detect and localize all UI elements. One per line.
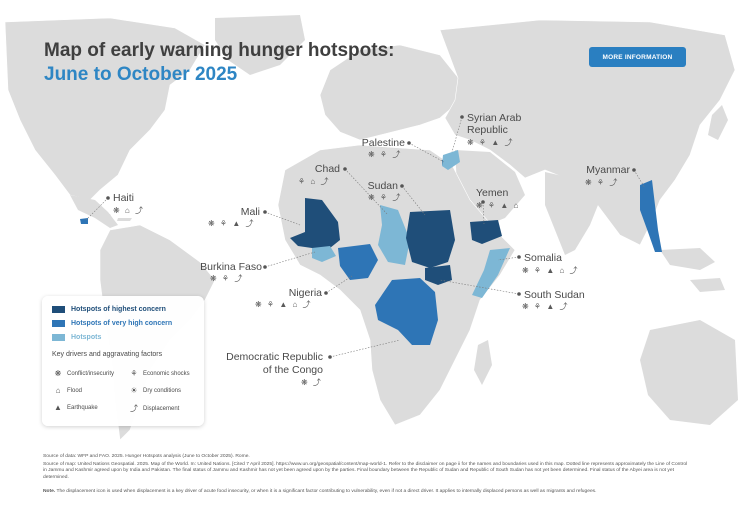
icons-chad: ⚘ ⌂ ⤴ (298, 177, 330, 186)
icons-nigeria: ❋ ⚘ ▲ ⌂ ⤴ (255, 300, 313, 309)
displacement-icon: ⤴ (130, 404, 138, 413)
haiti-shape (80, 218, 88, 224)
legend-drivers-heading: Key drivers and aggravating factors (52, 351, 163, 358)
legend-very-high-swatch (52, 320, 65, 327)
legend-flood-label: Flood (67, 387, 83, 394)
label-myanmar: Myanmar (586, 164, 630, 176)
legend-economic: ⚘ Economic shocks (128, 369, 190, 378)
icons-syria: ❋ ⚘ ▲ ⤴ (467, 138, 514, 147)
south-sudan-shape (425, 265, 452, 285)
footer-note-text: The displacement icon is used when displ… (56, 489, 597, 494)
greenland-landmass (215, 15, 305, 75)
label-south-sudan: South Sudan (524, 289, 585, 301)
icons-drc: ❋ ⤴ (301, 378, 323, 387)
icons-haiti: ❋ ⌂ ⤴ (113, 206, 145, 215)
sudan-shape (406, 210, 455, 268)
dry-conditions-icon: ☀ (130, 386, 138, 395)
flood-icon: ⌂ (55, 386, 61, 395)
japan-landmass (708, 105, 728, 140)
legend-highest-swatch (52, 306, 65, 313)
label-sudan: Sudan (367, 180, 398, 192)
label-syria-line2: Republic (467, 124, 508, 136)
label-syria-line1: Syrian Arab (467, 112, 522, 124)
label-chad: Chad (314, 163, 340, 175)
north-america-landmass (4, 17, 206, 201)
europe-landmass (319, 44, 461, 141)
yemen-shape (470, 220, 502, 244)
legend-earthquake: ▲ Earthquake (52, 403, 98, 412)
leader-lines (85, 116, 646, 358)
label-nigeria: Nigeria (288, 287, 322, 299)
leader-dots (106, 115, 636, 359)
syria-shape (442, 150, 460, 170)
legend-economic-label: Economic shocks (143, 370, 190, 377)
madagascar (474, 340, 492, 385)
icons-sudan: ❋ ⚘ ⤴ (368, 193, 402, 202)
legend-hotspot: Hotspots (52, 334, 101, 341)
footer-source-data: Source of data: WFP and FAO. 2025. Hunge… (43, 454, 250, 459)
label-palestine: Palestine (361, 137, 405, 149)
label-mali: Mali (240, 206, 260, 218)
footer-note: Note. The displacement icon is used when… (43, 489, 688, 495)
asia-landmass (439, 19, 736, 246)
icons-burkina-faso: ❋ ⚘ ⤴ (210, 274, 244, 283)
label-drc-line1: Democratic Republic (226, 351, 323, 363)
economic-shocks-icon: ⚘ (130, 369, 138, 378)
label-burkina-faso: Burkina Faso (200, 261, 262, 273)
legend-highest-label: Hotspots of highest concern (71, 306, 166, 313)
icons-somalia: ❋ ⚘ ▲ ⌂ ⤴ (522, 266, 580, 275)
icons-myanmar: ❋ ⚘ ⤴ (585, 178, 619, 187)
chad-shape (378, 205, 410, 265)
conflict-icon: ❋ (54, 369, 62, 378)
drc-shape (375, 278, 438, 345)
legend-displacement: ⤴ Displacement (128, 403, 179, 414)
earthquake-icon: ▲ (54, 403, 62, 412)
map-title: Map of early warning hunger hotspots: (44, 40, 395, 61)
india-landmass (545, 172, 600, 255)
icons-mali: ❋ ⚘ ▲ ⤴ (208, 219, 255, 228)
label-haiti: Haiti (113, 192, 135, 204)
icons-south-sudan: ❋ ⚘ ▲ ⤴ (522, 302, 569, 311)
legend-hotspot-swatch (52, 334, 65, 341)
caribbean-islands (95, 214, 132, 221)
legend-conflict-label: Conflict/insecurity (67, 370, 115, 377)
footer-note-label: Note. (43, 489, 56, 494)
footer-source-map: Source of map: United Nations Geospatial… (43, 462, 688, 480)
legend-flood: ⌂ Flood (52, 386, 82, 395)
legend-conflict: ❋ Conflict/insecurity (52, 369, 114, 378)
legend-very-high: Hotspots of very high concern (52, 320, 172, 327)
legend-dry-label: Dry conditions (143, 387, 182, 394)
label-yemen: Yemen (476, 187, 509, 199)
legend-earthquake-label: Earthquake (67, 404, 98, 411)
legend-very-high-label: Hotspots of very high concern (71, 320, 173, 327)
central-america-landmass (70, 195, 118, 228)
myanmar-shape (640, 180, 662, 252)
icons-palestine: ❋ ⚘ ⤴ (368, 150, 402, 159)
map-subtitle: June to October 2025 (44, 64, 238, 85)
icons-yemen: ❋ ⚘ ▲ ⌂ (476, 201, 520, 210)
legend-hotspot-label: Hotspots (71, 334, 102, 341)
australia-landmass (640, 320, 738, 425)
nigeria-shape (338, 244, 378, 280)
legend-highest: Hotspots of highest concern (52, 306, 166, 313)
somalia-shape (472, 248, 510, 298)
label-drc-line2: of the Congo (262, 364, 323, 376)
mali-shape (290, 198, 340, 252)
map-legend: Hotspots of highest concern Hotspots of … (42, 296, 204, 426)
legend-displacement-label: Displacement (143, 405, 180, 412)
legend-dry: ☀ Dry conditions (128, 386, 181, 395)
label-somalia: Somalia (524, 252, 562, 264)
burkina-shape (312, 246, 336, 262)
more-information-button[interactable]: MORE INFORMATION (589, 47, 686, 67)
southeast-asia-islands (660, 248, 725, 292)
